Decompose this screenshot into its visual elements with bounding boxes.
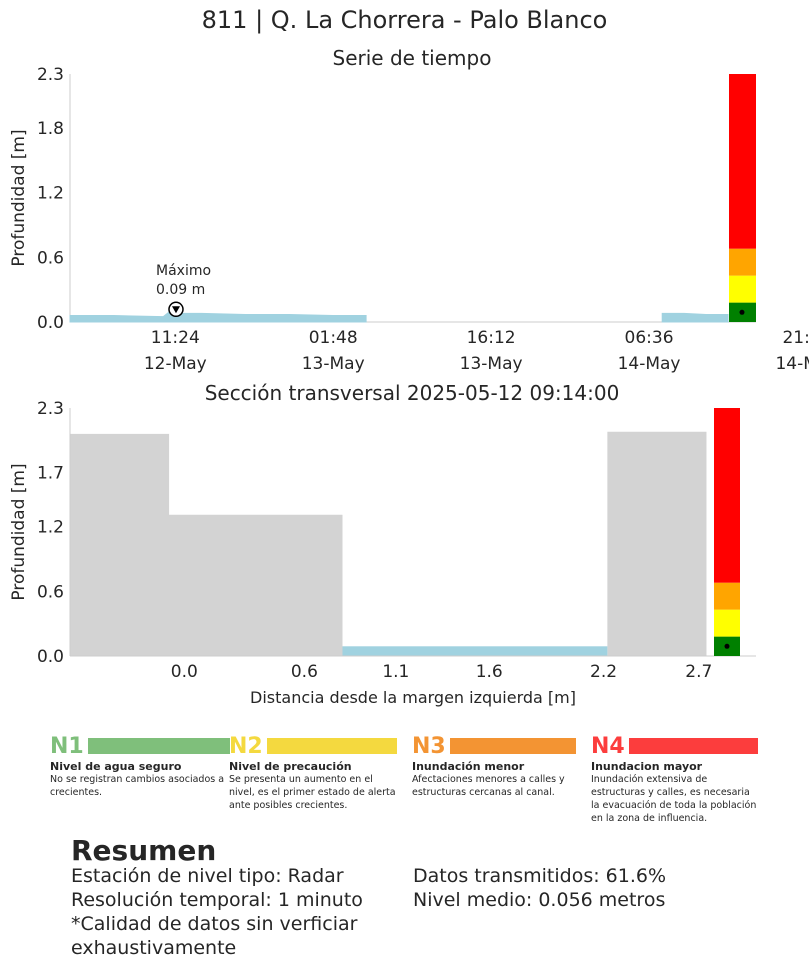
depth-series-area [661,312,729,323]
time-series-chart: Serie de tiempo 0.0 0.6 1.2 1.8 2.3 Profundida… [9,46,809,374]
cross-section-chart: Sección transversal 2025-05-12 09:14:00 0… [9,381,756,707]
x-axis-label: Distancia desde la margen izquierda [m] [250,688,576,707]
summary-station-type: Estación de nivel tipo: Radar [71,865,344,887]
chart-title: Sección transversal 2025-05-12 09:14:00 [205,381,620,405]
x-tick-label: 1.6 [476,662,503,682]
legend-item-n2: N2 Nivel de precaución Se presenta un au… [229,734,397,812]
legend-code: N1 [50,733,84,759]
x-tick-date: 14-May [618,354,681,374]
legend-name: Inundacion mayor [591,760,703,773]
summary-data-transmitted: Datos transmitidos: 61.6% [413,865,667,887]
x-tick-time: 01:48 [309,328,358,348]
legend-item-n4: N4 Inundacion mayor Inundación extensiva… [591,734,758,825]
y-tick-label: 0.0 [37,647,64,667]
current-level-dot [739,309,745,315]
alert-level-4-band [714,408,740,583]
legend-color-bar [449,738,576,754]
summary-section: Resumen Estación de nivel tipo: Radar Re… [71,834,771,959]
x-tick-time: 06:36 [625,328,674,348]
y-tick-label: 1.2 [37,184,64,204]
y-axis-label: Profundidad [m] [9,463,29,600]
y-tick-label: 1.8 [37,119,64,139]
x-tick-date: 13-May [460,354,523,374]
alert-level-3-band [729,248,756,276]
legend-code: N3 [412,733,446,759]
x-tick-label: 2.2 [590,662,617,682]
y-tick-label: 0.6 [37,248,64,268]
legend-color-bar [266,738,397,754]
legend-description: Se presenta un aumento en el nivel, es e… [229,774,396,811]
terrain-profile [70,431,707,656]
max-annotation-label: Máximo [156,263,211,279]
x-tick-label: 0.6 [291,662,318,682]
alert-level-4-band [729,74,756,249]
summary-mean-level: Nivel medio: 0.056 metros [413,889,666,911]
y-tick-label: 0.0 [37,313,64,333]
max-marker-triangle [171,306,180,314]
x-tick-label: 1.1 [382,662,409,682]
legend-color-bar [628,738,758,754]
y-tick-label: 1.7 [37,464,64,484]
x-tick-time: 21:00 [782,328,809,348]
y-tick-label: 2.3 [37,65,64,85]
alert-level-2-band [729,275,756,303]
alert-level-2-band [714,609,740,637]
legend-item-n1: N1 Nivel de agua seguro No se registran … [50,734,230,799]
page-title: 811 | Q. La Chorrera - Palo Blanco [201,6,608,34]
summary-quality-note: *Calidad de datos sin verficiar [71,913,358,935]
legend-name: Nivel de precaución [229,760,352,773]
x-tick-date: 13-May [302,354,365,374]
summary-quality-note-cont: exhaustivamente [71,937,237,959]
x-tick-label: 2.7 [685,662,712,682]
legend-color-bar [87,738,230,754]
y-tick-label: 1.2 [37,518,64,538]
x-tick-label: 0.0 [171,662,198,682]
x-tick-date: 14-May [775,354,809,374]
chart-title: Serie de tiempo [333,46,492,70]
alert-level-3-band [714,582,740,610]
legend-description: Afectaciones menores a calles y estructu… [412,774,565,798]
legend-code: N2 [229,733,263,759]
summary-left-column: Estación de nivel tipo: Radar Resolución… [71,864,391,960]
x-tick-date: 12-May [144,354,207,374]
legend-name: Inundación menor [412,760,525,773]
max-annotation-value: 0.09 m [156,282,205,298]
y-axis-label: Profundidad [m] [9,129,29,266]
legend-code: N4 [591,733,625,759]
legend-item-n3: N3 Inundación menor Afectaciones menores… [412,734,576,799]
x-tick-time: 11:24 [151,328,200,348]
legend-description: No se registran cambios asociados a crec… [50,774,225,798]
x-tick-time: 16:12 [467,328,516,348]
summary-resolution: Resolución temporal: 1 minuto [71,889,363,911]
y-tick-label: 0.6 [37,582,64,602]
water-level-area [342,646,608,656]
summary-title: Resumen [71,834,217,867]
y-tick-label: 2.3 [37,399,64,419]
current-level-dot [724,643,730,649]
legend-description: Inundación extensiva de estructuras y ca… [591,774,757,824]
depth-series-area [69,311,367,323]
summary-right-column: Datos transmitidos: 61.6% Nivel medio: 0… [413,864,743,912]
legend-name: Nivel de agua seguro [50,760,182,773]
